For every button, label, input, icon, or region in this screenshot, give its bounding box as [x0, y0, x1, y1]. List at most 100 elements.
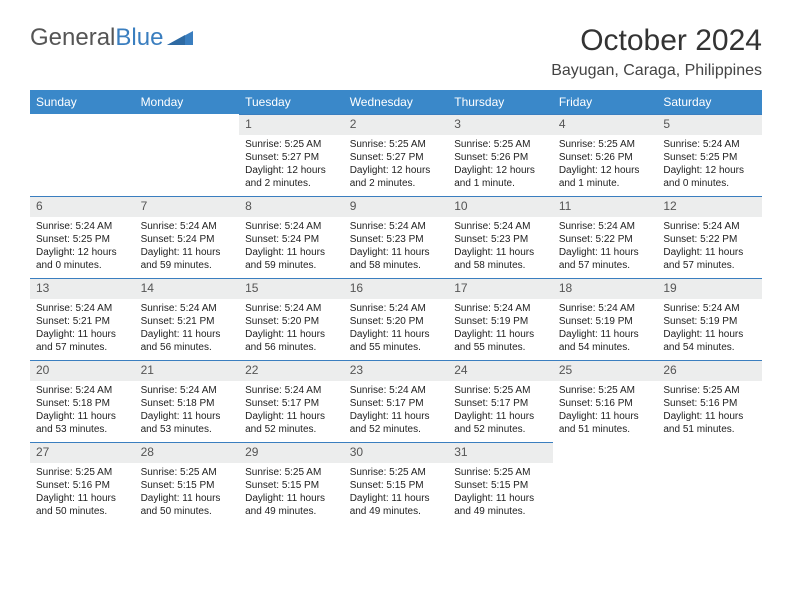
day-body: Sunrise: 5:24 AMSunset: 5:22 PMDaylight:… [553, 217, 658, 276]
sunrise-text: Sunrise: 5:24 AM [559, 302, 652, 315]
sunset-text: Sunset: 5:16 PM [36, 479, 129, 492]
calendar-cell: .. [135, 114, 240, 196]
calendar-cell: 18Sunrise: 5:24 AMSunset: 5:19 PMDayligh… [553, 278, 658, 360]
day-number: 15 [239, 278, 344, 299]
sunset-text: Sunset: 5:15 PM [454, 479, 547, 492]
sunset-text: Sunset: 5:17 PM [245, 397, 338, 410]
day-number: 21 [135, 360, 240, 381]
calendar-cell: 17Sunrise: 5:24 AMSunset: 5:19 PMDayligh… [448, 278, 553, 360]
sunrise-text: Sunrise: 5:24 AM [350, 302, 443, 315]
calendar-body: ....1Sunrise: 5:25 AMSunset: 5:27 PMDayl… [30, 114, 762, 524]
sunset-text: Sunset: 5:15 PM [141, 479, 234, 492]
day-body: Sunrise: 5:25 AMSunset: 5:16 PMDaylight:… [553, 381, 658, 440]
daylight-text: Daylight: 11 hours and 50 minutes. [36, 492, 129, 518]
calendar-cell: 19Sunrise: 5:24 AMSunset: 5:19 PMDayligh… [657, 278, 762, 360]
day-body: Sunrise: 5:24 AMSunset: 5:25 PMDaylight:… [30, 217, 135, 276]
day-number: 17 [448, 278, 553, 299]
day-body: Sunrise: 5:24 AMSunset: 5:18 PMDaylight:… [30, 381, 135, 440]
sunrise-text: Sunrise: 5:24 AM [36, 384, 129, 397]
sunrise-text: Sunrise: 5:25 AM [141, 466, 234, 479]
day-number: 22 [239, 360, 344, 381]
calendar-cell: .. [657, 442, 762, 524]
header: GeneralBlue October 2024 Bayugan, Caraga… [30, 24, 762, 80]
daylight-text: Daylight: 11 hours and 53 minutes. [36, 410, 129, 436]
day-number: 18 [553, 278, 658, 299]
daylight-text: Daylight: 11 hours and 57 minutes. [36, 328, 129, 354]
day-number: 23 [344, 360, 449, 381]
calendar-cell: 26Sunrise: 5:25 AMSunset: 5:16 PMDayligh… [657, 360, 762, 442]
day-number: 9 [344, 196, 449, 217]
day-body: Sunrise: 5:24 AMSunset: 5:17 PMDaylight:… [344, 381, 449, 440]
calendar-cell: 25Sunrise: 5:25 AMSunset: 5:16 PMDayligh… [553, 360, 658, 442]
calendar-cell: 11Sunrise: 5:24 AMSunset: 5:22 PMDayligh… [553, 196, 658, 278]
day-body: Sunrise: 5:24 AMSunset: 5:23 PMDaylight:… [448, 217, 553, 276]
logo: GeneralBlue [30, 24, 193, 52]
day-number: 12 [657, 196, 762, 217]
day-body: Sunrise: 5:24 AMSunset: 5:19 PMDaylight:… [448, 299, 553, 358]
daylight-text: Daylight: 11 hours and 59 minutes. [245, 246, 338, 272]
calendar-cell: 9Sunrise: 5:24 AMSunset: 5:23 PMDaylight… [344, 196, 449, 278]
sunrise-text: Sunrise: 5:24 AM [141, 220, 234, 233]
day-number: 8 [239, 196, 344, 217]
calendar-cell: 13Sunrise: 5:24 AMSunset: 5:21 PMDayligh… [30, 278, 135, 360]
sunrise-text: Sunrise: 5:24 AM [141, 384, 234, 397]
sunrise-text: Sunrise: 5:24 AM [663, 138, 756, 151]
calendar-cell: 6Sunrise: 5:24 AMSunset: 5:25 PMDaylight… [30, 196, 135, 278]
calendar-cell: 30Sunrise: 5:25 AMSunset: 5:15 PMDayligh… [344, 442, 449, 524]
daylight-text: Daylight: 11 hours and 49 minutes. [350, 492, 443, 518]
month-title: October 2024 [551, 24, 762, 58]
location: Bayugan, Caraga, Philippines [551, 62, 762, 80]
day-body: Sunrise: 5:25 AMSunset: 5:27 PMDaylight:… [344, 135, 449, 194]
day-body: Sunrise: 5:25 AMSunset: 5:16 PMDaylight:… [657, 381, 762, 440]
calendar-cell: 16Sunrise: 5:24 AMSunset: 5:20 PMDayligh… [344, 278, 449, 360]
day-body: Sunrise: 5:25 AMSunset: 5:27 PMDaylight:… [239, 135, 344, 194]
calendar-week: 6Sunrise: 5:24 AMSunset: 5:25 PMDaylight… [30, 196, 762, 278]
day-body: Sunrise: 5:25 AMSunset: 5:16 PMDaylight:… [30, 463, 135, 522]
day-number: 4 [553, 114, 658, 135]
calendar-cell: 14Sunrise: 5:24 AMSunset: 5:21 PMDayligh… [135, 278, 240, 360]
daylight-text: Daylight: 11 hours and 54 minutes. [559, 328, 652, 354]
sunset-text: Sunset: 5:17 PM [350, 397, 443, 410]
calendar-cell: .. [553, 442, 658, 524]
calendar-week: 13Sunrise: 5:24 AMSunset: 5:21 PMDayligh… [30, 278, 762, 360]
day-body: Sunrise: 5:24 AMSunset: 5:21 PMDaylight:… [30, 299, 135, 358]
daylight-text: Daylight: 11 hours and 49 minutes. [245, 492, 338, 518]
sunset-text: Sunset: 5:20 PM [245, 315, 338, 328]
day-body: Sunrise: 5:25 AMSunset: 5:15 PMDaylight:… [135, 463, 240, 522]
daylight-text: Daylight: 11 hours and 51 minutes. [663, 410, 756, 436]
day-body: Sunrise: 5:24 AMSunset: 5:19 PMDaylight:… [553, 299, 658, 358]
sunrise-text: Sunrise: 5:24 AM [350, 220, 443, 233]
day-body: Sunrise: 5:24 AMSunset: 5:18 PMDaylight:… [135, 381, 240, 440]
dow-header: Sunday [30, 90, 135, 114]
sunset-text: Sunset: 5:22 PM [663, 233, 756, 246]
daylight-text: Daylight: 11 hours and 49 minutes. [454, 492, 547, 518]
sunset-text: Sunset: 5:19 PM [663, 315, 756, 328]
daylight-text: Daylight: 11 hours and 50 minutes. [141, 492, 234, 518]
day-number: 27 [30, 442, 135, 463]
day-number: 29 [239, 442, 344, 463]
day-number: 26 [657, 360, 762, 381]
daylight-text: Daylight: 11 hours and 59 minutes. [141, 246, 234, 272]
day-number: 31 [448, 442, 553, 463]
day-body: Sunrise: 5:24 AMSunset: 5:19 PMDaylight:… [657, 299, 762, 358]
sunset-text: Sunset: 5:24 PM [141, 233, 234, 246]
calendar-week: 27Sunrise: 5:25 AMSunset: 5:16 PMDayligh… [30, 442, 762, 524]
daylight-text: Daylight: 12 hours and 0 minutes. [36, 246, 129, 272]
day-body: Sunrise: 5:25 AMSunset: 5:17 PMDaylight:… [448, 381, 553, 440]
daylight-text: Daylight: 11 hours and 57 minutes. [559, 246, 652, 272]
sunrise-text: Sunrise: 5:24 AM [350, 384, 443, 397]
sunrise-text: Sunrise: 5:25 AM [559, 138, 652, 151]
day-number: 5 [657, 114, 762, 135]
daylight-text: Daylight: 11 hours and 52 minutes. [245, 410, 338, 436]
logo-triangle-icon [167, 24, 193, 52]
day-number: 7 [135, 196, 240, 217]
day-body: Sunrise: 5:25 AMSunset: 5:26 PMDaylight:… [553, 135, 658, 194]
daylight-text: Daylight: 11 hours and 55 minutes. [350, 328, 443, 354]
day-body: Sunrise: 5:24 AMSunset: 5:23 PMDaylight:… [344, 217, 449, 276]
sunrise-text: Sunrise: 5:25 AM [350, 138, 443, 151]
day-number: 13 [30, 278, 135, 299]
sunrise-text: Sunrise: 5:24 AM [245, 384, 338, 397]
daylight-text: Daylight: 12 hours and 0 minutes. [663, 164, 756, 190]
day-number: 11 [553, 196, 658, 217]
sunset-text: Sunset: 5:15 PM [245, 479, 338, 492]
